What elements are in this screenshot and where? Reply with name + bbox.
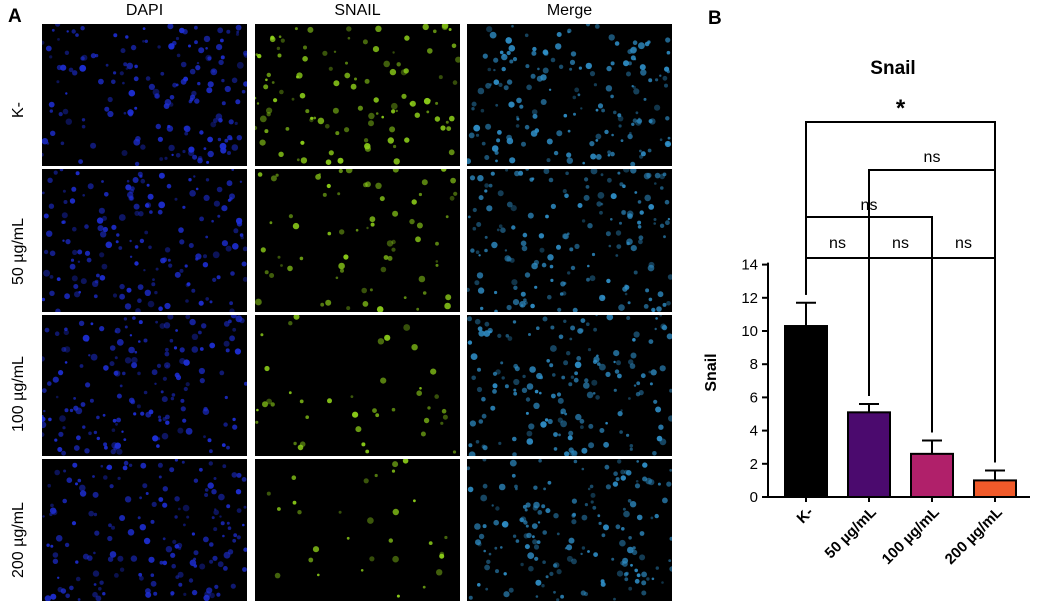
micrograph-dapi-100-g-ml bbox=[42, 315, 247, 456]
significance-bracket-5 bbox=[805, 121, 996, 463]
micrograph-snail-k bbox=[255, 24, 460, 166]
bar-3 bbox=[973, 479, 1017, 498]
micrograph-snail-100-g-ml bbox=[255, 315, 460, 456]
bar-2 bbox=[910, 452, 954, 498]
significance-label-5: * bbox=[896, 95, 906, 122]
y-tick-label: 2 bbox=[750, 456, 758, 473]
y-tick-label: 10 bbox=[741, 323, 758, 340]
significance-bracket-2 bbox=[931, 257, 996, 463]
y-tick-label: 14 bbox=[741, 257, 758, 274]
significance-label-2: ns bbox=[955, 235, 972, 252]
bar-0 bbox=[784, 325, 828, 498]
significance-label-0: ns bbox=[829, 235, 846, 252]
column-header-snail: SNAIL bbox=[334, 2, 381, 19]
row-header-100: 100 µg/mL bbox=[10, 356, 27, 432]
y-tick-label: 4 bbox=[750, 423, 758, 440]
significance-label-4: ns bbox=[924, 149, 941, 166]
micrograph-snail-200-g-ml bbox=[255, 459, 460, 601]
y-tick-label: 0 bbox=[750, 489, 758, 506]
row-header-200: 200 µg/mL bbox=[10, 502, 27, 578]
column-header-merge: Merge bbox=[546, 2, 593, 19]
y-axis-label: Snail bbox=[703, 353, 720, 391]
x-tick-label-3: 200 µg/mL bbox=[942, 504, 1006, 568]
x-tick-label-1: 50 µg/mL bbox=[822, 504, 880, 562]
micrograph-dapi-50-g-ml bbox=[42, 169, 247, 312]
x-tick-label-2: 100 µg/mL bbox=[879, 504, 943, 568]
significance-label-1: ns bbox=[892, 235, 909, 252]
panel-a-label: A bbox=[8, 6, 22, 27]
micrograph-merge-k bbox=[467, 24, 672, 166]
micrograph-merge-50-g-ml bbox=[467, 169, 672, 312]
micrograph-dapi-k bbox=[42, 24, 247, 166]
y-tick-label: 12 bbox=[741, 290, 758, 307]
micrograph-snail-50-g-ml bbox=[255, 169, 460, 312]
row-header-50: 50 µg/mL bbox=[10, 217, 27, 285]
x-tick-label-0: K- bbox=[794, 504, 817, 527]
micrograph-merge-100-g-ml bbox=[467, 315, 672, 456]
chart-title: Snail bbox=[870, 58, 915, 79]
micrograph-merge-200-g-ml bbox=[467, 459, 672, 601]
micrograph-dapi-200-g-ml bbox=[42, 459, 247, 601]
column-header-dapi: DAPI bbox=[125, 2, 164, 19]
panel-b-label: B bbox=[708, 8, 722, 29]
y-tick-label: 6 bbox=[750, 389, 758, 406]
y-tick-label: 8 bbox=[750, 356, 758, 373]
row-header-k-neg: K- bbox=[10, 102, 27, 118]
significance-bracket-1 bbox=[868, 257, 933, 433]
bar-1 bbox=[847, 411, 891, 498]
